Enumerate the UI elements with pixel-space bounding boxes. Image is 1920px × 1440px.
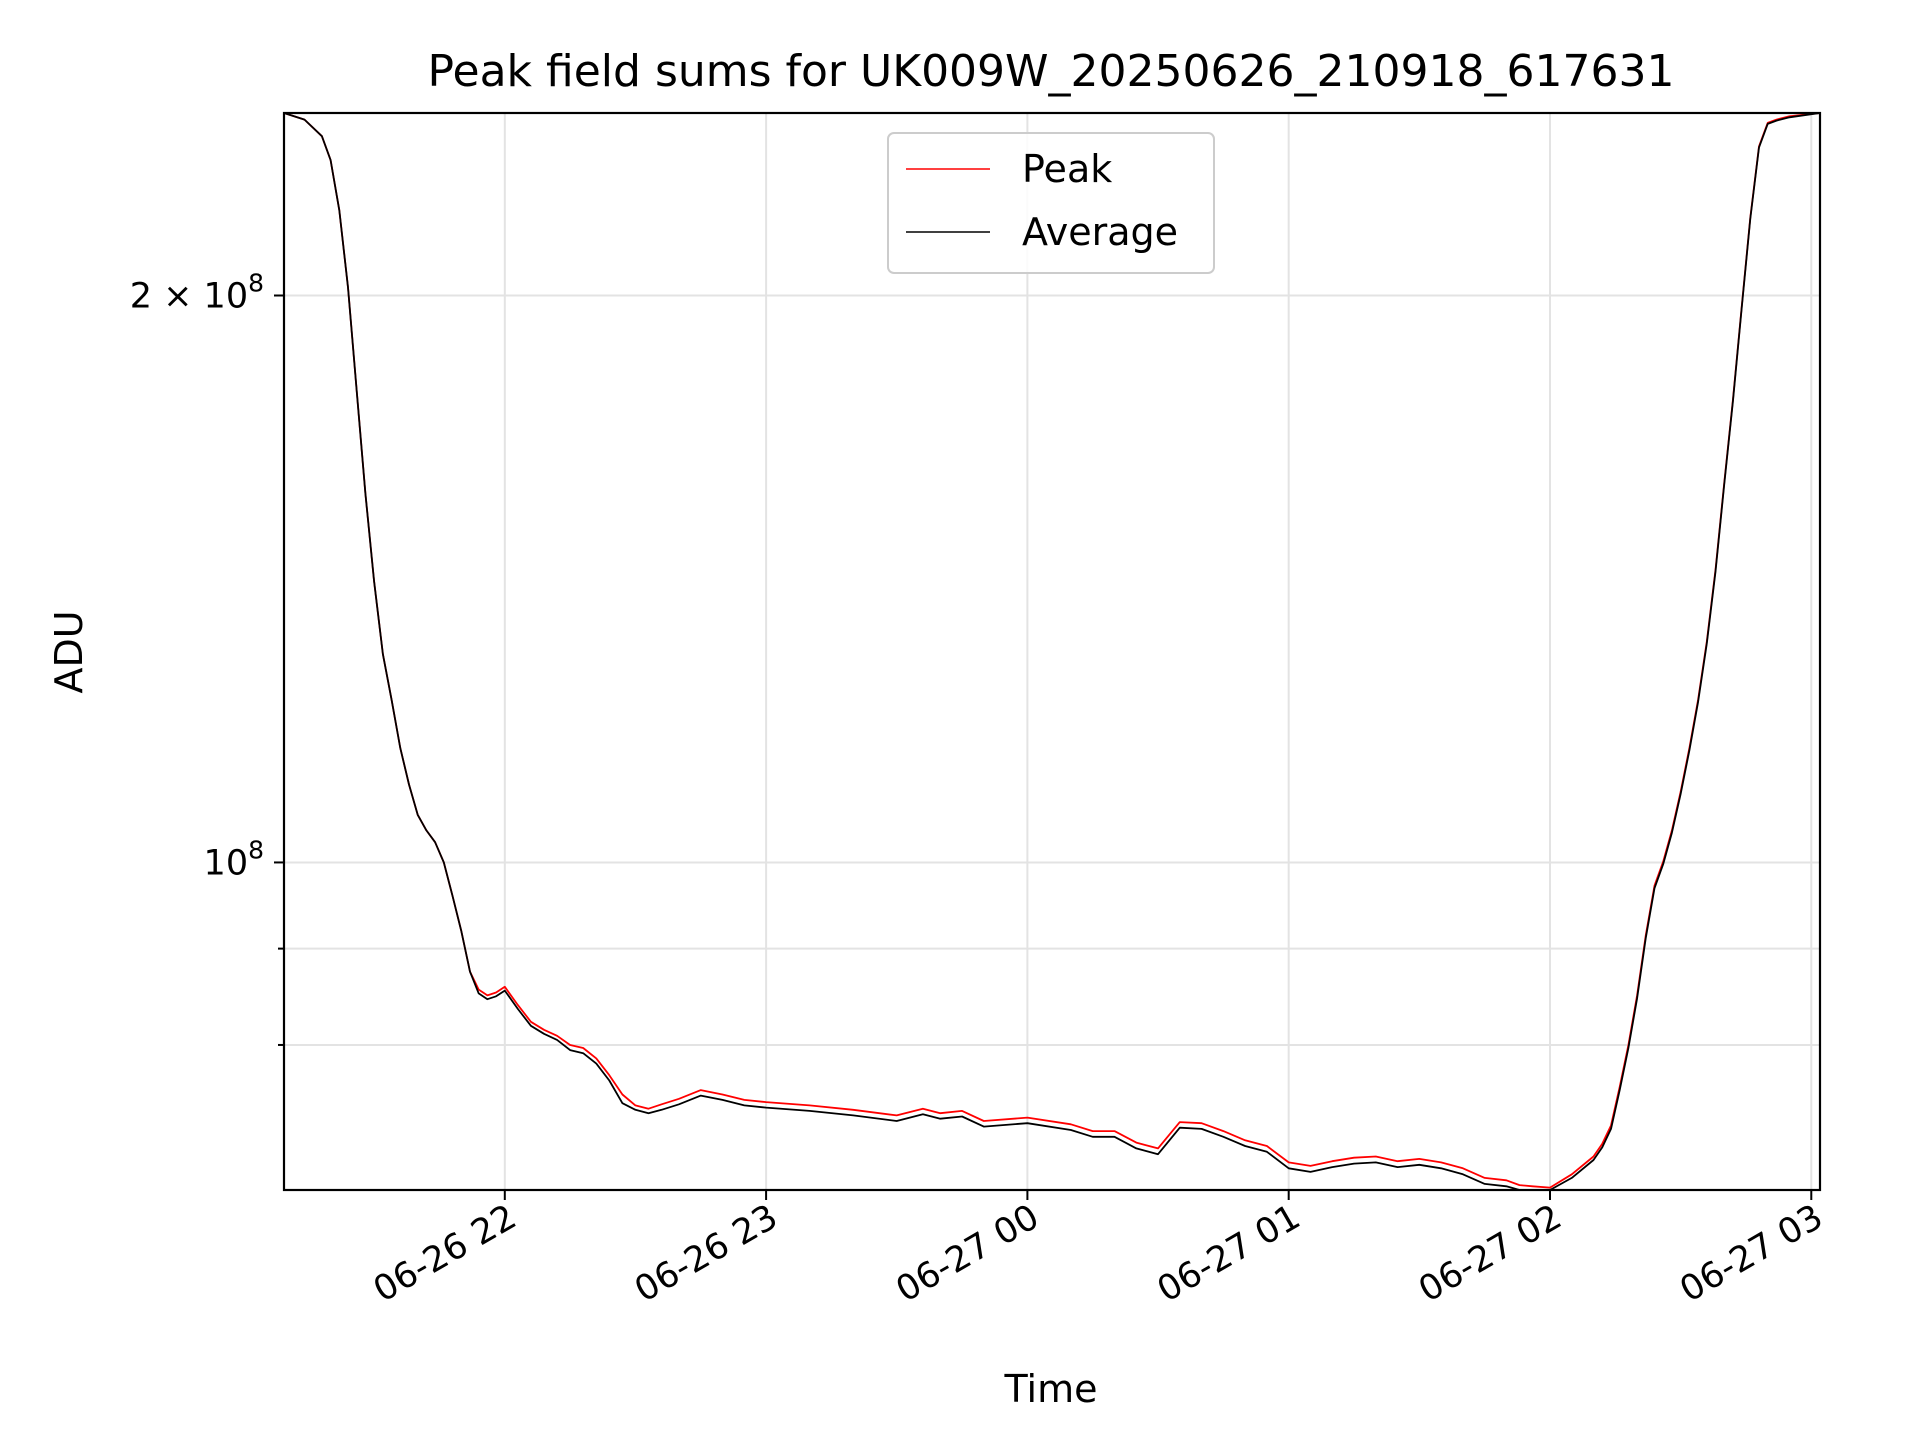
y-tick-label-exponent: 8 xyxy=(248,269,264,298)
legend-box xyxy=(887,132,1215,274)
chart-title: Peak field sums for UK009W_20250626_2109… xyxy=(428,46,1675,97)
x-axis-label: Time xyxy=(1004,1367,1098,1411)
y-tick-label-exponent: 8 xyxy=(248,835,264,864)
y-tick-label: 108 xyxy=(204,835,264,883)
y-axis-label: ADU xyxy=(47,610,91,693)
series-layer xyxy=(283,112,1821,1191)
legend: Peak Average xyxy=(887,132,1215,274)
y-tick-label-base: 10 xyxy=(204,843,249,883)
axes-frame xyxy=(282,111,1822,1192)
series-line-average xyxy=(283,112,1821,1191)
legend-label-peak: Peak xyxy=(1022,147,1112,191)
legend-label-average: Average xyxy=(1022,210,1178,254)
grid xyxy=(284,113,1820,1190)
y-tick-label-base: 2 × 10 xyxy=(130,277,248,317)
y-tick-label: 2 × 108 xyxy=(130,269,264,317)
